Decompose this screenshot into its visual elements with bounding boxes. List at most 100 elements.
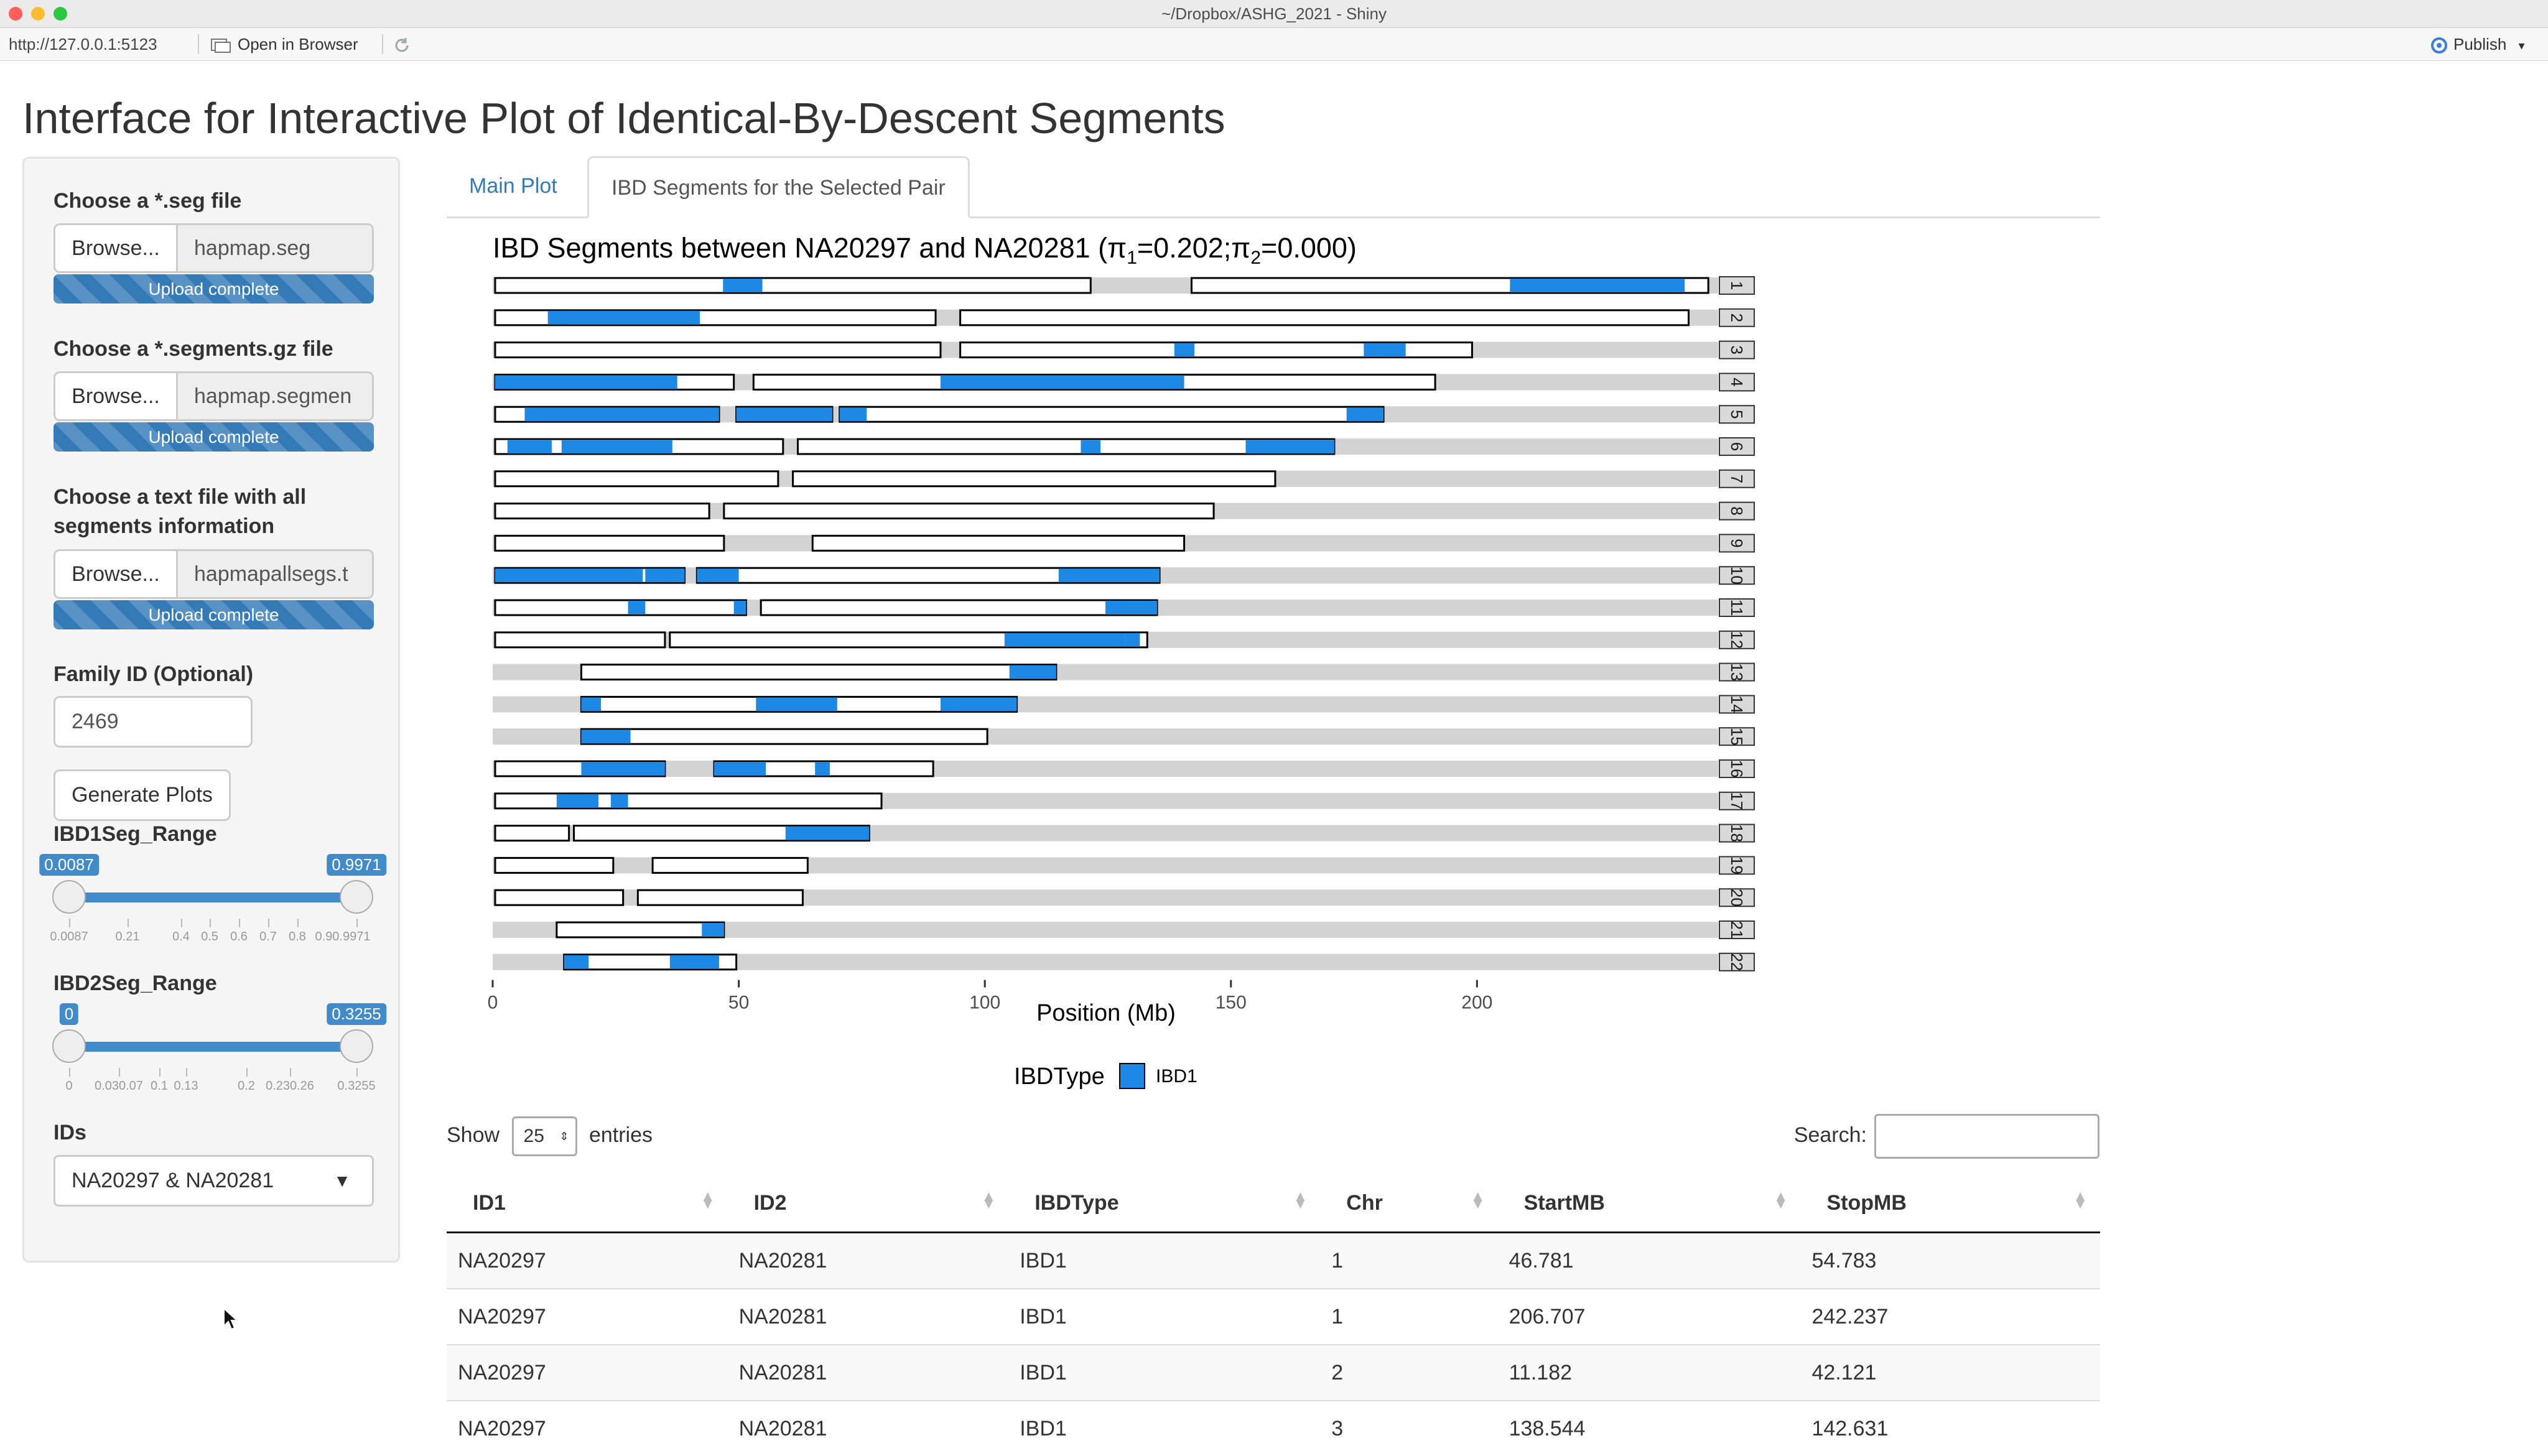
ibd2-min-handle[interactable] bbox=[52, 1029, 86, 1063]
segments-browse-button[interactable]: Browse... bbox=[53, 371, 178, 421]
slider-tick-mark bbox=[239, 919, 240, 927]
chromosome-strip bbox=[1719, 340, 1755, 359]
ibd1-max-handle[interactable] bbox=[340, 880, 373, 914]
close-window-button[interactable] bbox=[9, 7, 22, 21]
slider-fill bbox=[69, 893, 356, 902]
search-input[interactable] bbox=[1874, 1114, 2099, 1159]
slider-tick-mark bbox=[268, 919, 269, 927]
ibd1-segment bbox=[669, 955, 719, 969]
x-tick-label: 200 bbox=[1461, 993, 1492, 1013]
chromosome-strip bbox=[1719, 791, 1755, 810]
ibd1-range-slider[interactable]: 0.0087 0.9971 0.0087 0.21 0.4 0.5 0.6 0.… bbox=[39, 854, 386, 953]
chromosome-background bbox=[493, 761, 1718, 777]
column-header-label: StopMB bbox=[1826, 1190, 1907, 1215]
mouse-cursor-icon bbox=[223, 1307, 239, 1330]
family-id-input[interactable]: 2469 bbox=[53, 696, 253, 748]
ibd1-segment bbox=[723, 279, 763, 292]
caret-down-icon: ▼ bbox=[333, 1171, 351, 1190]
ibd1-segment bbox=[581, 697, 602, 712]
ibd1-segment bbox=[1009, 665, 1056, 679]
slider-tick-label: 0.2 bbox=[238, 1079, 255, 1093]
entries-length-value: 25 bbox=[523, 1126, 544, 1147]
table-cell: 1 bbox=[1320, 1231, 1498, 1289]
chromosome-strip bbox=[1719, 888, 1755, 907]
slider-tick-mark bbox=[210, 919, 211, 927]
tab-main-plot[interactable]: Main Plot bbox=[469, 174, 557, 198]
chromosome-strip bbox=[1719, 952, 1755, 971]
open-in-browser-button[interactable]: Open in Browser bbox=[210, 28, 358, 60]
ibd-segments-chart: IBD Segments between NA20297 and NA20281… bbox=[488, 232, 1755, 1090]
chromosome-label: 1 bbox=[1727, 281, 1746, 290]
column-header-stopmb[interactable]: StopMB ▲ ▼ bbox=[1800, 1174, 2100, 1233]
table-cell: IBD1 bbox=[1008, 1400, 1321, 1456]
column-header-ibdtype[interactable]: IBDType ▲ ▼ bbox=[1008, 1174, 1321, 1233]
seg-browse-button[interactable]: Browse... bbox=[53, 223, 178, 273]
publish-icon bbox=[2431, 37, 2447, 54]
seg-file-input: Browse... hapmap.seg bbox=[53, 223, 374, 273]
allsegs-browse-button[interactable]: Browse... bbox=[53, 549, 178, 599]
entries-length-control: Show 25 ⇕ entries bbox=[447, 1113, 653, 1157]
tab-ibd-segments[interactable]: IBD Segments for the Selected Pair bbox=[587, 156, 970, 218]
minimize-window-button[interactable] bbox=[31, 7, 45, 21]
chromosome-strip bbox=[1719, 727, 1755, 746]
column-header-label: StartMB bbox=[1523, 1190, 1605, 1215]
ibd1-segment bbox=[1081, 440, 1101, 453]
allsegs-file-name[interactable]: hapmapallsegs.t bbox=[178, 549, 374, 599]
ibd1-min-bubble: 0.0087 bbox=[39, 854, 99, 876]
table-cell: 242.237 bbox=[1800, 1288, 2100, 1345]
ibd2-range-slider[interactable]: 0 0.3255 0 0.030.07 0.1 0.13 0.2 0.230.2… bbox=[52, 1003, 386, 1103]
allsegs-upload-progress: Upload complete bbox=[53, 600, 374, 629]
entries-length-select[interactable]: 25 ⇕ bbox=[511, 1116, 577, 1157]
chromosome-strip bbox=[1719, 920, 1755, 939]
ibd2-min-bubble: 0 bbox=[59, 1003, 79, 1025]
chromosome-strip bbox=[1719, 695, 1755, 714]
chromosome-strip bbox=[1719, 823, 1755, 843]
legend-title: IBDType bbox=[1014, 1064, 1105, 1090]
ibd1-segment bbox=[1004, 633, 1125, 647]
ibd1-min-handle[interactable] bbox=[52, 880, 86, 914]
table-header-row: ID1 ▲ ▼ ID2 ▲ ▼ IBDType ▲ ▼ Chr ▲ ▼ StartMB ▲ ▼ St… bbox=[447, 1174, 2100, 1233]
window-title: ~/Dropbox/ASHG_2021 - Shiny bbox=[1161, 4, 1387, 23]
segments-file-name[interactable]: hapmap.segmen bbox=[178, 371, 374, 421]
ids-select[interactable]: NA20297 & NA20281 ▼ bbox=[53, 1155, 374, 1207]
x-axis-label: Position (Mb) bbox=[1036, 1000, 1176, 1026]
publish-button[interactable]: Publish ▾ bbox=[2429, 28, 2525, 62]
chromosome-label: 6 bbox=[1727, 442, 1746, 451]
column-header-chr[interactable]: Chr ▲ ▼ bbox=[1320, 1174, 1498, 1233]
generate-plots-button[interactable]: Generate Plots bbox=[53, 769, 231, 821]
chromosome-label: 22 bbox=[1727, 953, 1746, 971]
ibd1-segment bbox=[581, 762, 665, 776]
ibd0-segment bbox=[494, 825, 570, 842]
ibd1-max-bubble: 0.9971 bbox=[327, 854, 386, 876]
chromosome-strip bbox=[1719, 856, 1755, 875]
ibd1-segment bbox=[610, 794, 628, 808]
ibd2-max-handle[interactable] bbox=[340, 1029, 373, 1063]
chromosome-label: 11 bbox=[1727, 600, 1746, 616]
column-header-id1[interactable]: ID1 ▲ ▼ bbox=[447, 1174, 728, 1233]
chromosome-label: 18 bbox=[1727, 824, 1746, 842]
chromosome-strip bbox=[1719, 501, 1755, 521]
slider-tick-mark bbox=[356, 919, 358, 927]
chart-title-val1: =0.202; bbox=[1137, 232, 1231, 264]
table-cell: 54.783 bbox=[1800, 1231, 2100, 1289]
table-cell: NA20281 bbox=[727, 1231, 1009, 1289]
table-cell: 142.631 bbox=[1800, 1400, 2100, 1456]
slider-tick-label: 0.030.07 bbox=[95, 1079, 143, 1093]
ibd0-segment bbox=[494, 599, 747, 616]
ibd0-segment bbox=[494, 631, 666, 649]
ibd0-segment bbox=[494, 889, 625, 906]
chromosome-label: 17 bbox=[1727, 792, 1746, 810]
chromosome-strip bbox=[1719, 534, 1755, 553]
ibd1-segment bbox=[736, 407, 832, 422]
table-cell: 1 bbox=[1320, 1288, 1498, 1345]
seg-file-name[interactable]: hapmap.seg bbox=[178, 223, 374, 273]
zoom-window-button[interactable] bbox=[53, 7, 67, 21]
column-header-startmb[interactable]: StartMB ▲ ▼ bbox=[1497, 1174, 1801, 1233]
chromosome-label: 2 bbox=[1727, 313, 1746, 322]
column-header-id2[interactable]: ID2 ▲ ▼ bbox=[727, 1174, 1009, 1233]
refresh-button[interactable] bbox=[392, 28, 412, 60]
ibd1-segment bbox=[940, 697, 1017, 712]
chromosome-label: 16 bbox=[1727, 760, 1746, 778]
ibd1-segment bbox=[815, 762, 830, 776]
